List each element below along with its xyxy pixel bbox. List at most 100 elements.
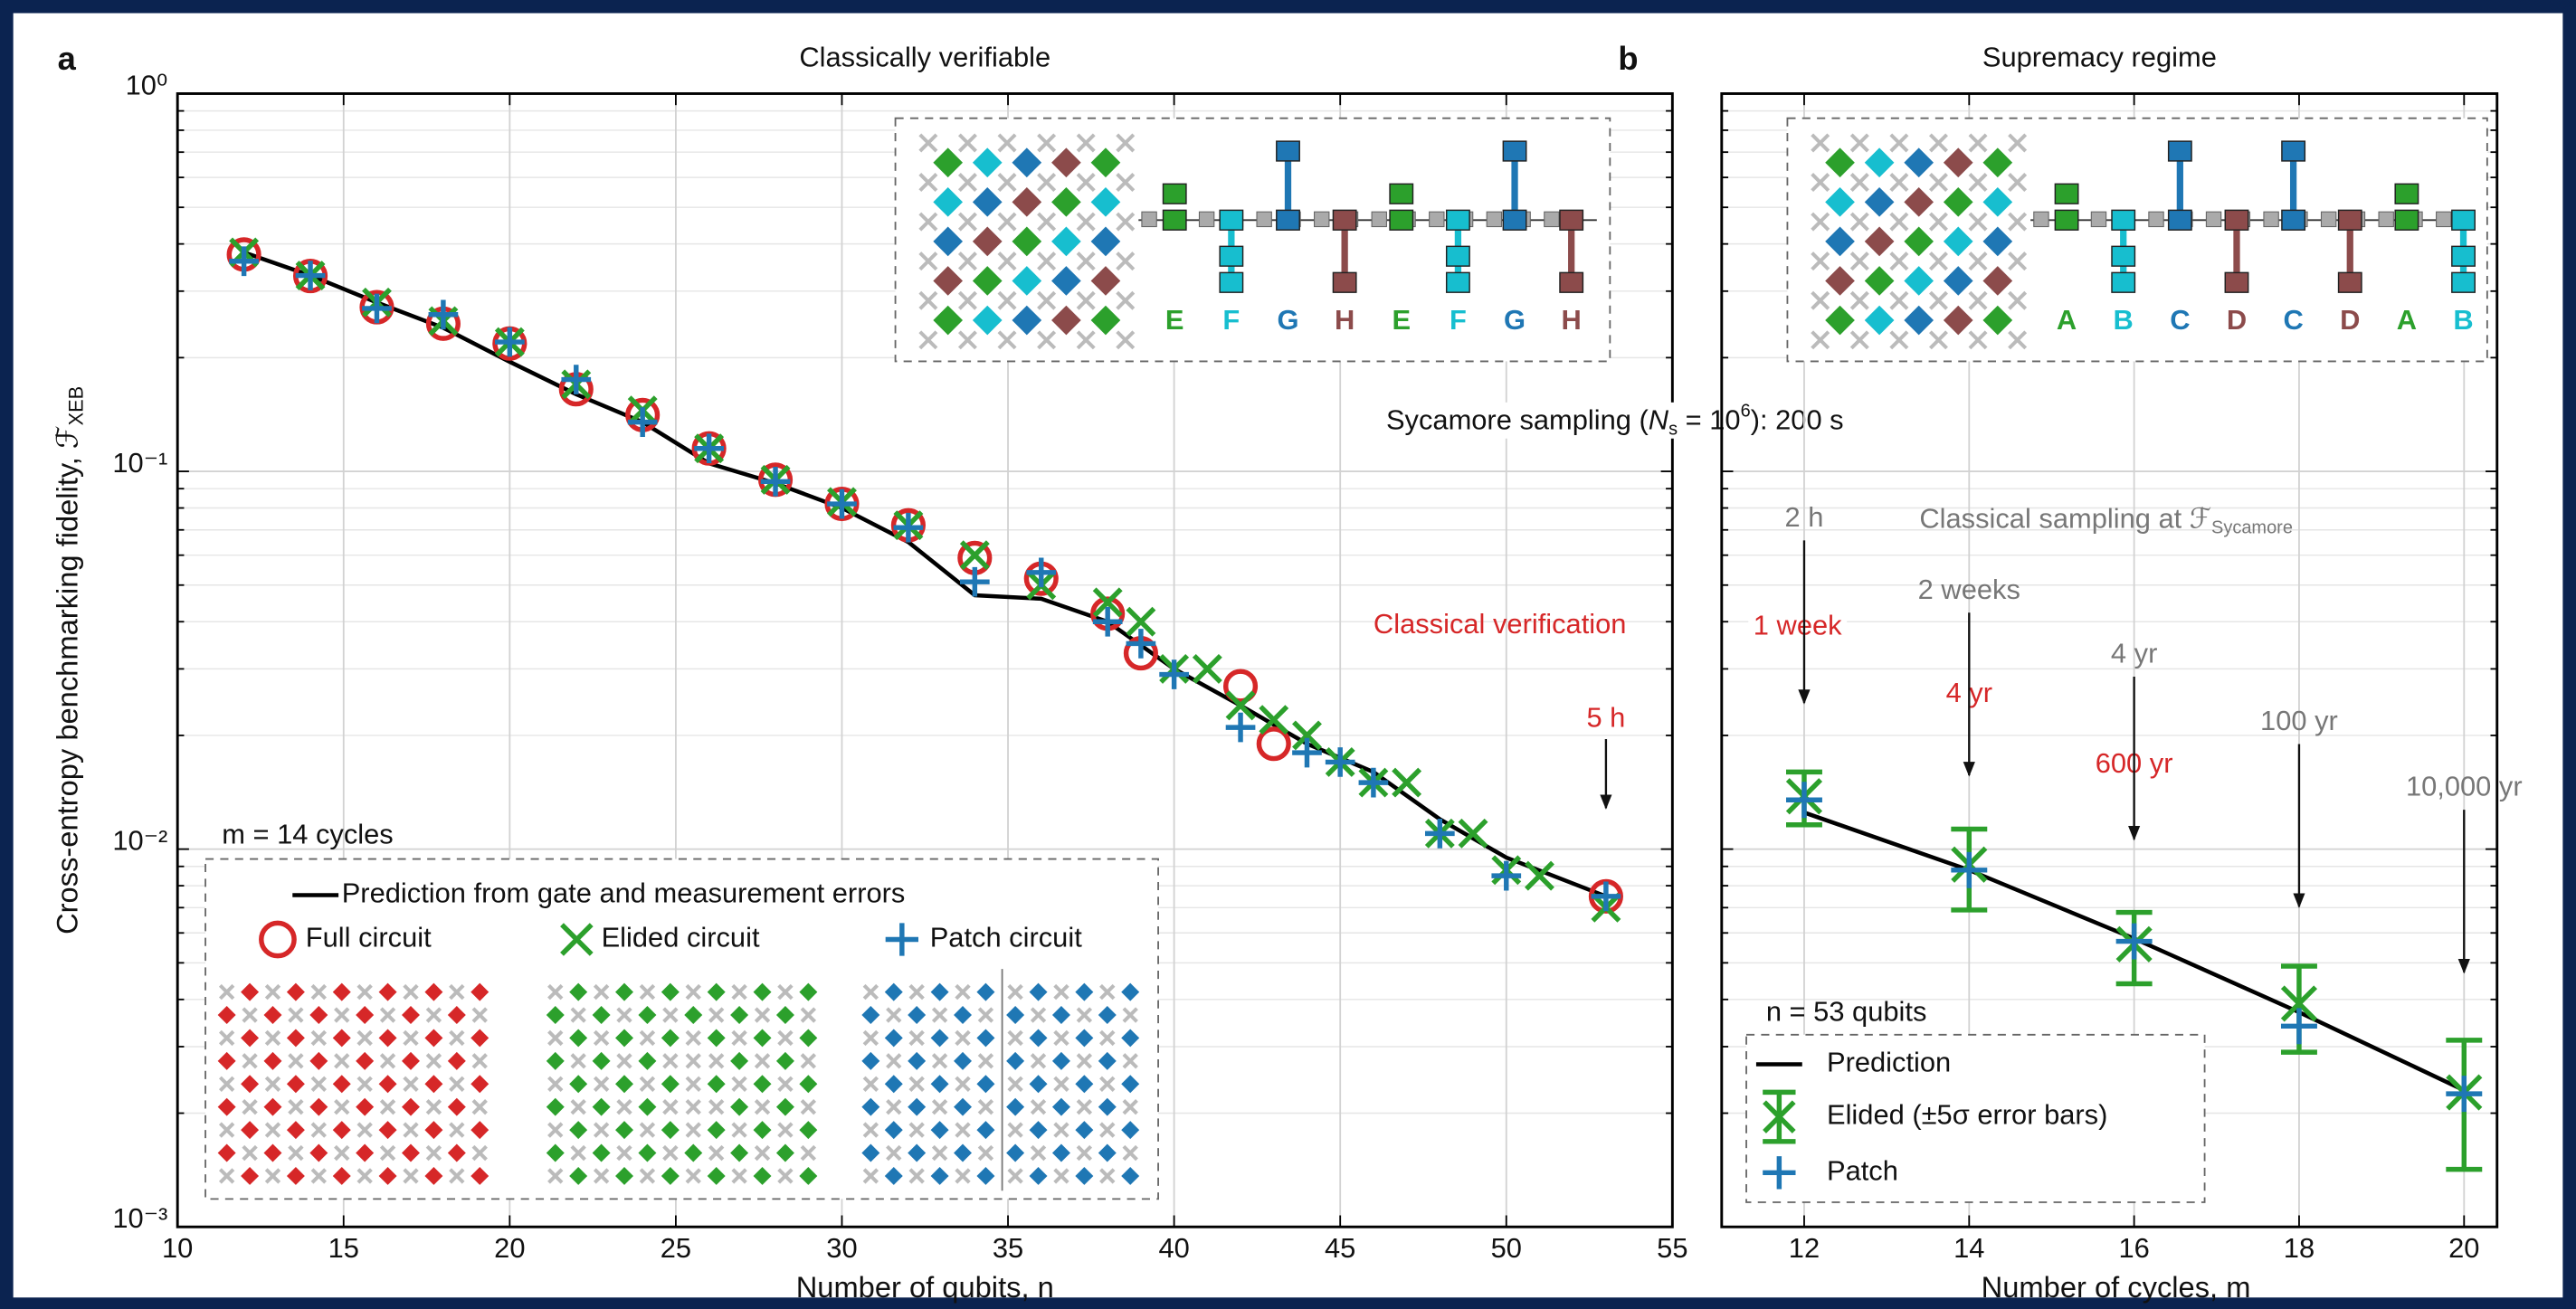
qubit [1121,1166,1140,1185]
qubit [1006,1097,1025,1116]
qubit [930,1166,949,1185]
qubit [1051,226,1081,257]
coupler [957,173,977,193]
wire-qubit [2263,211,2279,228]
gate-label: E [1392,304,1411,336]
qubit [241,982,260,1001]
coupler [1122,1007,1138,1023]
gate [2054,209,2079,231]
coupler [218,1076,235,1092]
qubit [933,147,964,178]
coupler [288,1053,304,1069]
qubit [684,1006,703,1025]
coupler [593,983,610,1001]
qubit [471,1029,490,1048]
coupler [264,1029,281,1047]
marker-plus [893,512,924,543]
qubit [661,1075,680,1094]
marker-x [1292,720,1322,751]
x-tick-label: 25 [661,1232,691,1264]
marker-plus [362,293,392,324]
gate-label: H [1562,304,1582,336]
coupler [731,1168,747,1184]
coupler [2008,330,2028,350]
qubit [799,982,818,1001]
marker-x [1525,860,1554,891]
qubit [661,982,680,1001]
coupler [708,1144,725,1162]
coupler [547,1122,564,1138]
coupler [1037,212,1057,232]
qubit [1029,1166,1048,1185]
legend-box [1745,1033,2206,1203]
qubit [661,1166,680,1185]
qubit [661,1029,680,1048]
coupler [639,1076,656,1092]
qubit [1982,186,2013,217]
gate-label: A [2397,304,2417,336]
coupler [1076,133,1096,153]
time-label: 10,000 yr [2406,771,2523,802]
coupler [310,983,327,1001]
gate [1502,140,1527,162]
qubit [1904,305,1934,336]
qubit [309,1006,328,1025]
qubit [424,982,443,1001]
qubit [954,1051,973,1070]
qubit [1090,305,1121,336]
qubit [1075,1121,1094,1140]
coupler [218,983,235,1001]
qubit [615,982,633,1001]
coupler [1099,1122,1116,1138]
qubit [447,1051,466,1070]
gate [2224,271,2249,293]
coupler [957,212,977,232]
marker-plus [2115,923,2153,960]
coupler [1076,1144,1093,1162]
coupler [639,983,656,1001]
coupler [403,1076,419,1092]
qubit [799,1166,818,1185]
coupler [955,1122,971,1138]
coupler [1116,173,1136,193]
gate [1162,209,1187,231]
legend-title: m = 14 cycles [222,818,394,849]
qubit [638,1051,657,1070]
x-tick-label: 30 [826,1232,857,1264]
gate [1389,183,1414,204]
coupler [731,983,747,1001]
marker-x [1192,653,1222,684]
coupler [1076,173,1096,193]
coupler [1053,1122,1069,1138]
qubit [471,1121,490,1140]
coupler [2008,251,2028,271]
coupler [1116,212,1136,232]
marker-plus [1026,557,1057,588]
marker-x [1225,690,1256,721]
y-tick-label: 10⁻¹ [112,447,167,479]
coupler [1122,1144,1138,1162]
wire-qubit [1256,211,1272,228]
qubit [471,982,490,1001]
coupler [1099,1076,1116,1092]
qubit [707,1075,726,1094]
legend-marker [1763,1156,1796,1190]
coupler [242,1053,258,1069]
gate-label: F [1222,304,1240,336]
coupler [1849,173,1869,193]
coupler [977,1007,994,1023]
coupler [1007,1122,1023,1138]
coupler [908,1122,925,1138]
qubit [930,1029,949,1048]
coupler [1889,330,1909,350]
qubit [447,1006,466,1025]
qubit [1012,266,1042,296]
qubit [976,1121,995,1140]
note-bg [1373,402,1857,439]
gate [2111,209,2136,231]
coupler [242,1007,258,1023]
coupler [403,1029,419,1047]
gate [1559,271,1584,293]
coupler [662,1053,679,1069]
